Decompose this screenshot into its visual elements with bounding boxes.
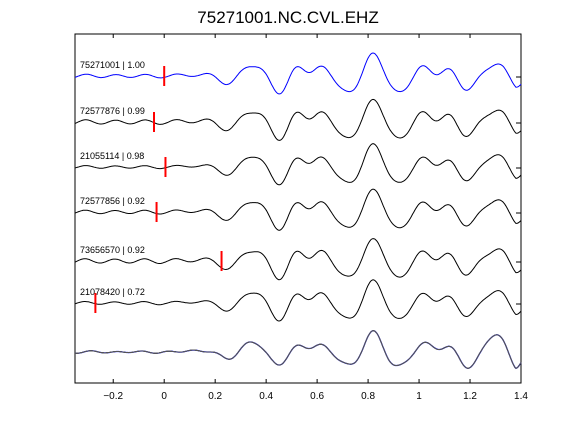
chart-title: 75271001.NC.CVL.EHZ bbox=[197, 8, 379, 27]
x-tick-label: −0.2 bbox=[103, 391, 123, 402]
picks-layer bbox=[94, 66, 223, 313]
stack-layer bbox=[74, 330, 522, 370]
trace-label-21078420: 21078420 | 0.72 bbox=[80, 287, 145, 297]
x-tick-label: 0.6 bbox=[310, 391, 324, 402]
trace-label-75271001: 75271001 | 1.00 bbox=[80, 60, 145, 70]
trace-21055114 bbox=[74, 143, 522, 186]
x-tick-label: 0.2 bbox=[208, 391, 222, 402]
x-tick-label: 0 bbox=[161, 391, 167, 402]
stack-trace-5 bbox=[74, 330, 522, 369]
trace-21078420 bbox=[74, 279, 522, 322]
trace-label-21055114: 21055114 | 0.98 bbox=[80, 151, 144, 161]
x-tick-label: 1 bbox=[416, 391, 422, 402]
x-tick-label: 1.2 bbox=[463, 391, 477, 402]
traces-layer bbox=[74, 52, 522, 322]
x-tick-label: 0.8 bbox=[361, 391, 375, 402]
x-axis: −0.2 0 0.2 0.4 0.6 0.8 1 1.2 1.4 bbox=[103, 34, 528, 402]
labels-layer: 75271001 | 1.00 72577876 | 0.99 21055114 |… bbox=[80, 60, 145, 297]
trace-label-72577856: 72577856 | 0.92 bbox=[80, 196, 145, 206]
x-tick-label: 0.4 bbox=[259, 391, 273, 402]
plot-frame bbox=[74, 33, 522, 384]
x-tick-label: 1.4 bbox=[514, 391, 528, 402]
trace-72577876 bbox=[74, 98, 522, 141]
trace-73656570 bbox=[74, 238, 522, 281]
trace-75271001 bbox=[74, 52, 522, 95]
trace-label-72577876: 72577876 | 0.99 bbox=[80, 106, 145, 116]
trace-label-73656570: 73656570 | 0.92 bbox=[80, 245, 145, 255]
trace-72577856 bbox=[74, 188, 522, 231]
